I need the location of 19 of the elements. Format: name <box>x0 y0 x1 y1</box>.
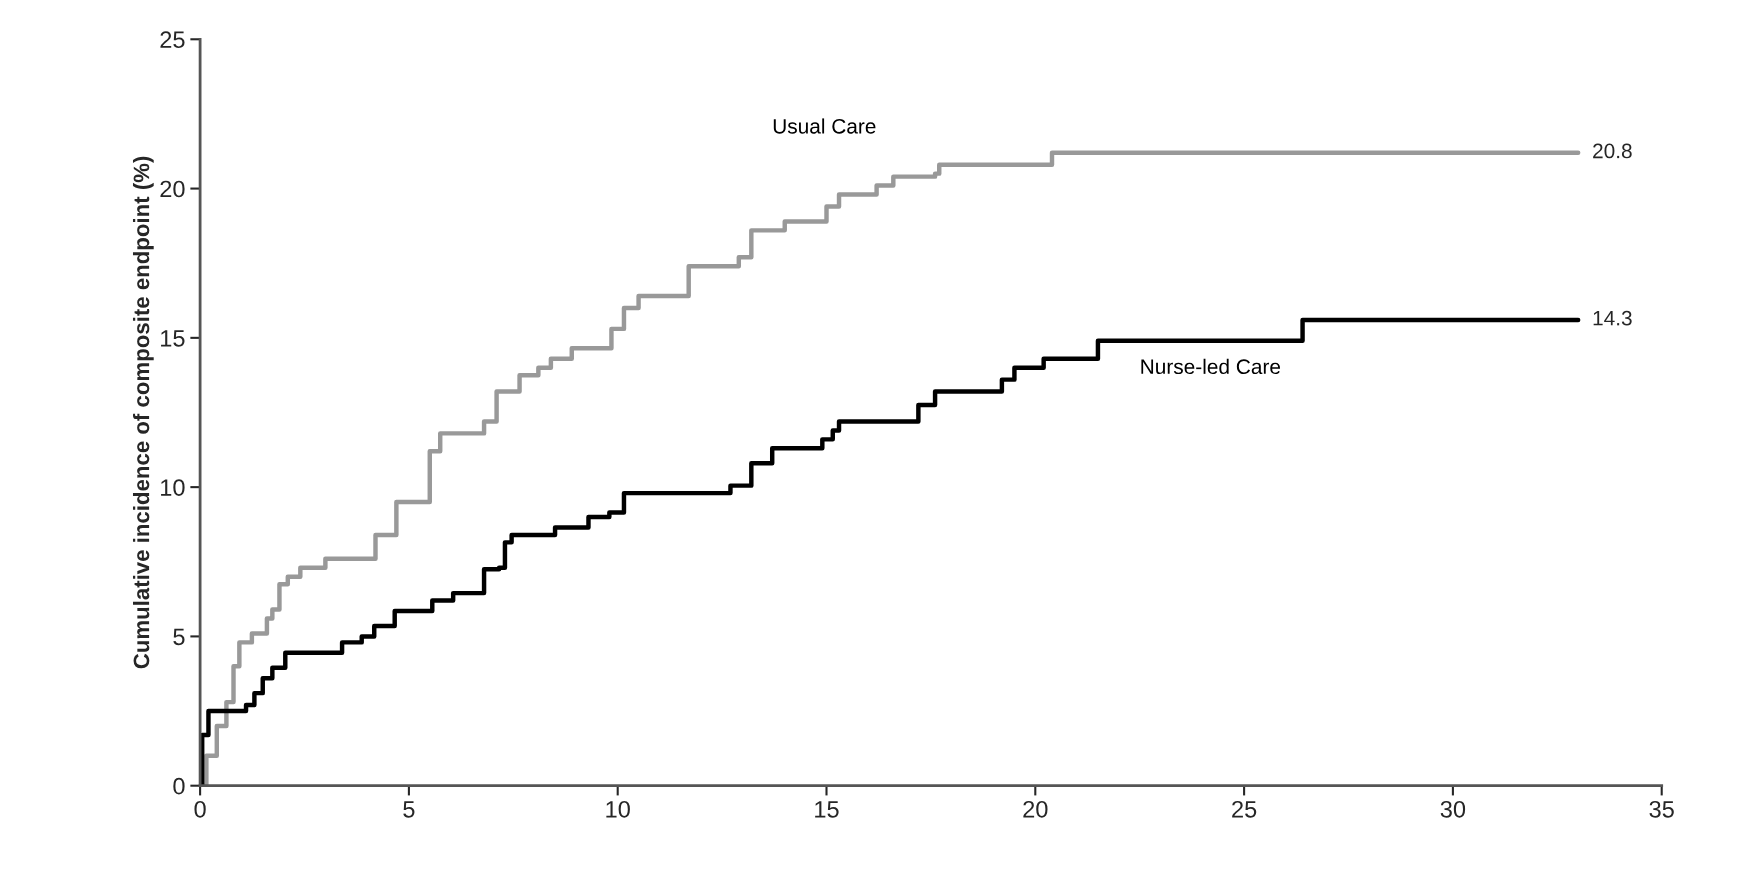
x-tick-label: 5 <box>403 801 415 818</box>
x-tick-label: 10 <box>606 800 630 818</box>
x-tick-label: 30 <box>1440 800 1466 818</box>
x-tick-label: 20 <box>1023 800 1048 818</box>
annotation: 20.8 <box>1593 143 1632 159</box>
series-label: Nurse-led Care <box>1141 358 1281 375</box>
y-tick-label: 15 <box>161 330 185 347</box>
y-tick-label: 25 <box>160 31 185 49</box>
x-tick-label: 35 <box>1649 800 1674 818</box>
x-tick-label: 15 <box>815 801 839 818</box>
y-axis-title: Cumulative incidence of composite endpoint (%) <box>132 156 154 669</box>
y-tick-label: 0 <box>173 777 185 795</box>
x-tick-label: 25 <box>1232 800 1257 818</box>
x-tick-label: 0 <box>194 800 206 818</box>
y-tick-label: 10 <box>161 479 185 496</box>
y-tick-label: 5 <box>173 628 185 646</box>
text: Usual Care <box>773 118 876 134</box>
annotation: 14.3 <box>1593 310 1632 326</box>
y-tick-label: 20 <box>160 180 185 198</box>
